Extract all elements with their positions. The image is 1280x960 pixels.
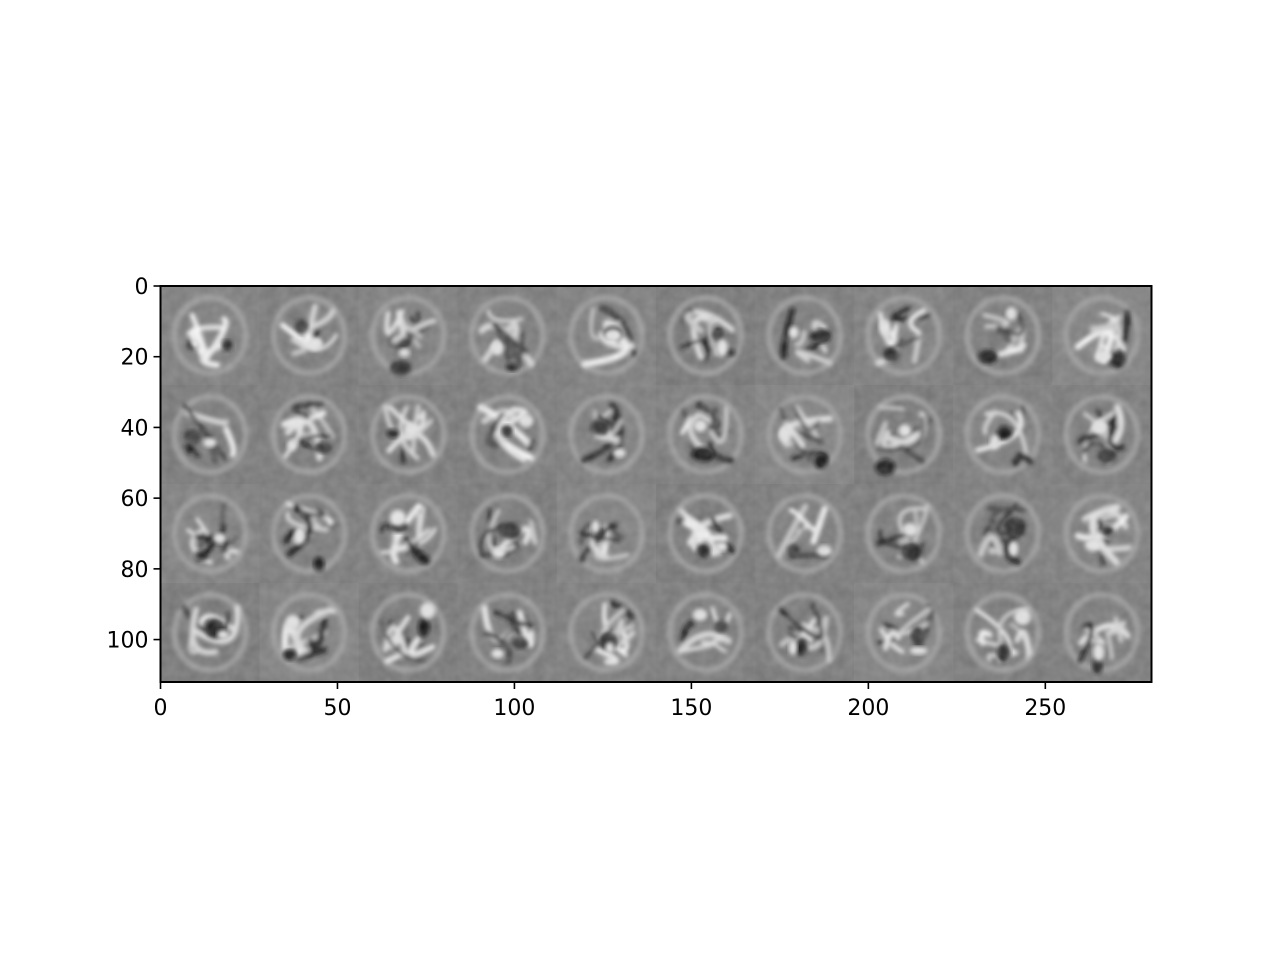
axes-frame [159, 285, 1153, 683]
y-tick-label: 0 [135, 275, 149, 300]
x-tick-label: 100 [493, 696, 535, 721]
x-tick-label: 150 [670, 696, 712, 721]
x-tick-label: 50 [323, 696, 351, 721]
x-tick-label: 250 [1024, 696, 1066, 721]
y-tick-label: 80 [121, 558, 149, 583]
plot-area [160, 286, 1152, 682]
image-texture [160, 286, 1152, 682]
axes: 0 50 100 150 200 250 0 20 40 60 80 100 [107, 275, 1153, 721]
y-tick-label: 100 [107, 629, 149, 654]
x-tick-label: 0 [154, 696, 168, 721]
y-tick-label: 40 [121, 416, 149, 441]
y-tick-label: 20 [121, 346, 149, 371]
x-tick-label: 200 [847, 696, 889, 721]
y-tick-label: 60 [121, 487, 149, 512]
